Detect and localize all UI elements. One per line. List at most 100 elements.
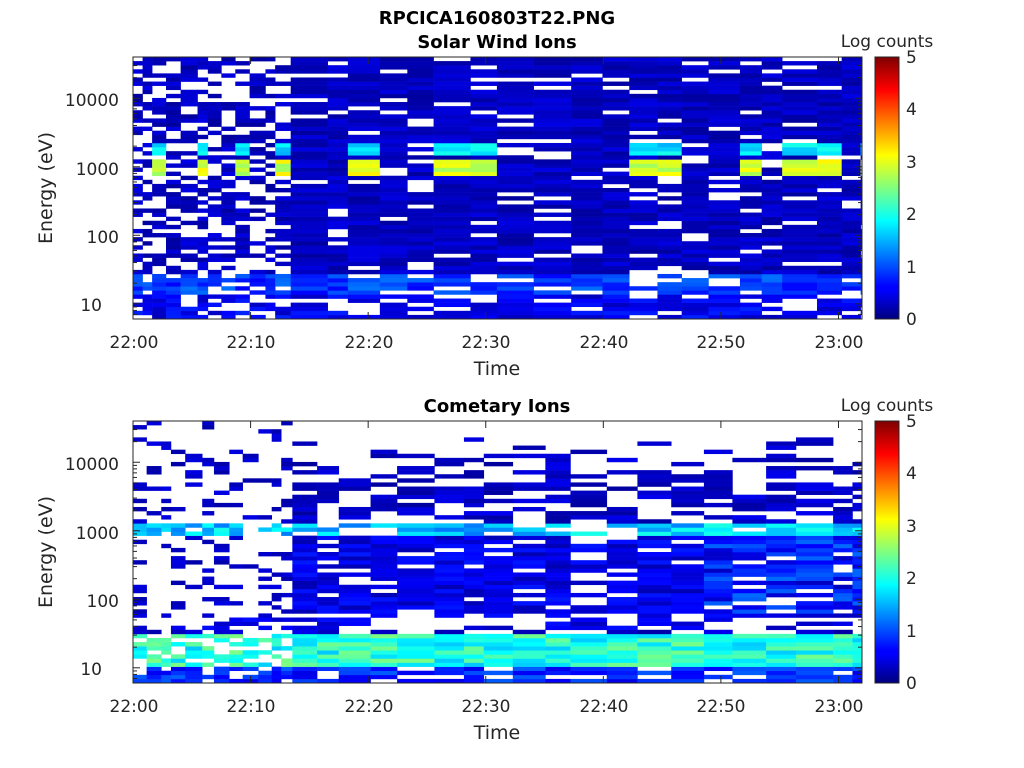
heatmap-cometary [133,421,863,684]
heatmap-cell [180,253,198,258]
heatmap-cell [766,576,797,581]
heatmap-cell [841,77,861,82]
heatmap-cell [347,286,381,291]
heatmap-cell [133,294,143,299]
heatmap-cell [841,57,861,62]
heatmap-cell [739,171,762,177]
heatmap-cell [841,273,861,279]
heatmap-cell [133,245,143,250]
heatmap-cell [213,637,230,643]
heatmap-cell [275,65,291,70]
heatmap-cell [512,646,546,651]
heatmap-cell [470,310,498,316]
heatmap-cell [761,110,783,115]
heatmap-cell [681,228,709,234]
heatmap-cell [207,204,222,209]
heatmap-cell [483,646,514,651]
heatmap-cell [570,650,608,655]
heatmap-cell [221,237,236,242]
heatmap-cell [732,670,767,676]
heatmap-cell [860,106,863,111]
heatmap-cell [681,130,709,136]
heatmap-cell [533,142,572,148]
heatmap-cell [197,65,209,70]
heatmap-cell [197,163,209,168]
heatmap-cell [739,126,762,131]
heatmap-cell [782,142,818,148]
colorbar [874,56,900,320]
heatmap-cell [470,69,498,74]
heatmap-cell [470,249,498,254]
heatmap-cell [571,261,603,267]
heatmap-cell [860,196,863,201]
heatmap-cell [281,531,293,536]
heatmap-cell [732,637,767,643]
heatmap-cell [434,474,465,479]
heatmap-cell [180,57,198,62]
colorbar-tick: 4 [906,464,917,484]
heatmap-cell [657,73,682,78]
heatmap-cell [347,61,381,66]
heatmap-cell [708,228,741,234]
heatmap-cell [782,77,818,82]
heatmap-cell [221,294,236,299]
heatmap-cell [292,539,318,545]
heatmap-cell [207,81,222,86]
heatmap-cell [545,642,571,647]
heatmap-cell [602,241,630,246]
heatmap-cell [470,200,498,205]
heatmap-cell [671,572,705,577]
heatmap-cell [235,138,250,144]
heatmap-cell [433,269,471,275]
heatmap-cell [463,531,485,536]
heatmap-cell [197,167,209,172]
heatmap-cell [606,678,638,684]
heatmap-cell [766,535,797,541]
heatmap-cell [512,535,546,541]
heatmap-cell [463,678,485,684]
heatmap-cell [379,155,408,160]
heatmap-cell [290,61,328,66]
heatmap-cell [397,490,435,495]
heatmap-cell [571,130,603,136]
heatmap-cell [271,637,282,643]
heatmap-cell [338,547,371,553]
heatmap-cell [841,93,861,99]
heatmap-cell [370,498,398,504]
heatmap-cell [235,175,250,181]
heatmap-cell [795,441,834,446]
heatmap-cell [370,629,398,635]
heatmap-cell [397,511,435,516]
heatmap-cell [629,118,658,123]
heatmap-cell [221,73,236,78]
heatmap-cell [434,535,465,541]
heatmap-cell [265,151,276,156]
heatmap-cell [338,486,371,491]
heatmap-cell [602,245,630,250]
heatmap-cell [545,621,571,626]
heatmap-cell [165,106,181,111]
heatmap-cell [761,188,783,193]
heatmap-cell [657,167,682,172]
heatmap-cell [379,306,408,312]
heatmap-cell [152,57,167,62]
heatmap-cell [407,175,434,181]
heatmap-cell [347,85,381,91]
heatmap-cell [795,654,834,659]
heatmap-cell [852,601,863,606]
heatmap-cell [795,466,834,471]
heatmap-cell [571,204,603,209]
heatmap-cell [180,204,198,209]
heatmap-cell [817,310,842,316]
heatmap-cell [463,601,485,606]
heatmap-cell [327,290,349,295]
heatmap-cell [379,261,408,267]
heatmap-cell [637,650,672,655]
heatmap-cell [229,564,243,569]
heatmap-cell [142,269,153,275]
heatmap-cell [470,159,498,164]
heatmap-cell [817,179,842,185]
heatmap-cell [407,278,434,283]
heatmap-cell [379,233,408,238]
heatmap-cell [235,249,250,254]
